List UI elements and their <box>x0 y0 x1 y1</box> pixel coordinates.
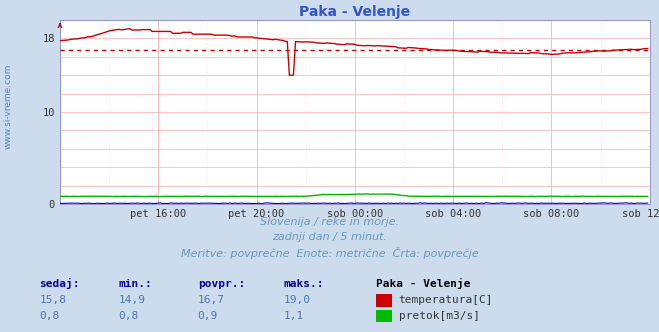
Text: 0,9: 0,9 <box>198 311 218 321</box>
Text: min.:: min.: <box>119 279 152 289</box>
Text: 16,7: 16,7 <box>198 295 225 305</box>
Text: 0,8: 0,8 <box>119 311 139 321</box>
Text: 0,8: 0,8 <box>40 311 60 321</box>
Text: 14,9: 14,9 <box>119 295 146 305</box>
Text: maks.:: maks.: <box>283 279 324 289</box>
Title: Paka - Velenje: Paka - Velenje <box>299 5 411 19</box>
Text: 1,1: 1,1 <box>283 311 304 321</box>
Text: Paka - Velenje: Paka - Velenje <box>376 278 470 290</box>
Text: povpr.:: povpr.: <box>198 279 245 289</box>
Text: temperatura[C]: temperatura[C] <box>399 295 493 305</box>
Text: pretok[m3/s]: pretok[m3/s] <box>399 311 480 321</box>
Text: sedaj:: sedaj: <box>40 278 80 290</box>
Text: 19,0: 19,0 <box>283 295 310 305</box>
Text: zadnji dan / 5 minut.: zadnji dan / 5 minut. <box>272 232 387 242</box>
Text: Slovenija / reke in morje.: Slovenija / reke in morje. <box>260 217 399 227</box>
Text: 15,8: 15,8 <box>40 295 67 305</box>
Text: Meritve: povprečne  Enote: metrične  Črta: povprečje: Meritve: povprečne Enote: metrične Črta:… <box>181 247 478 259</box>
Text: www.si-vreme.com: www.si-vreme.com <box>3 63 13 149</box>
